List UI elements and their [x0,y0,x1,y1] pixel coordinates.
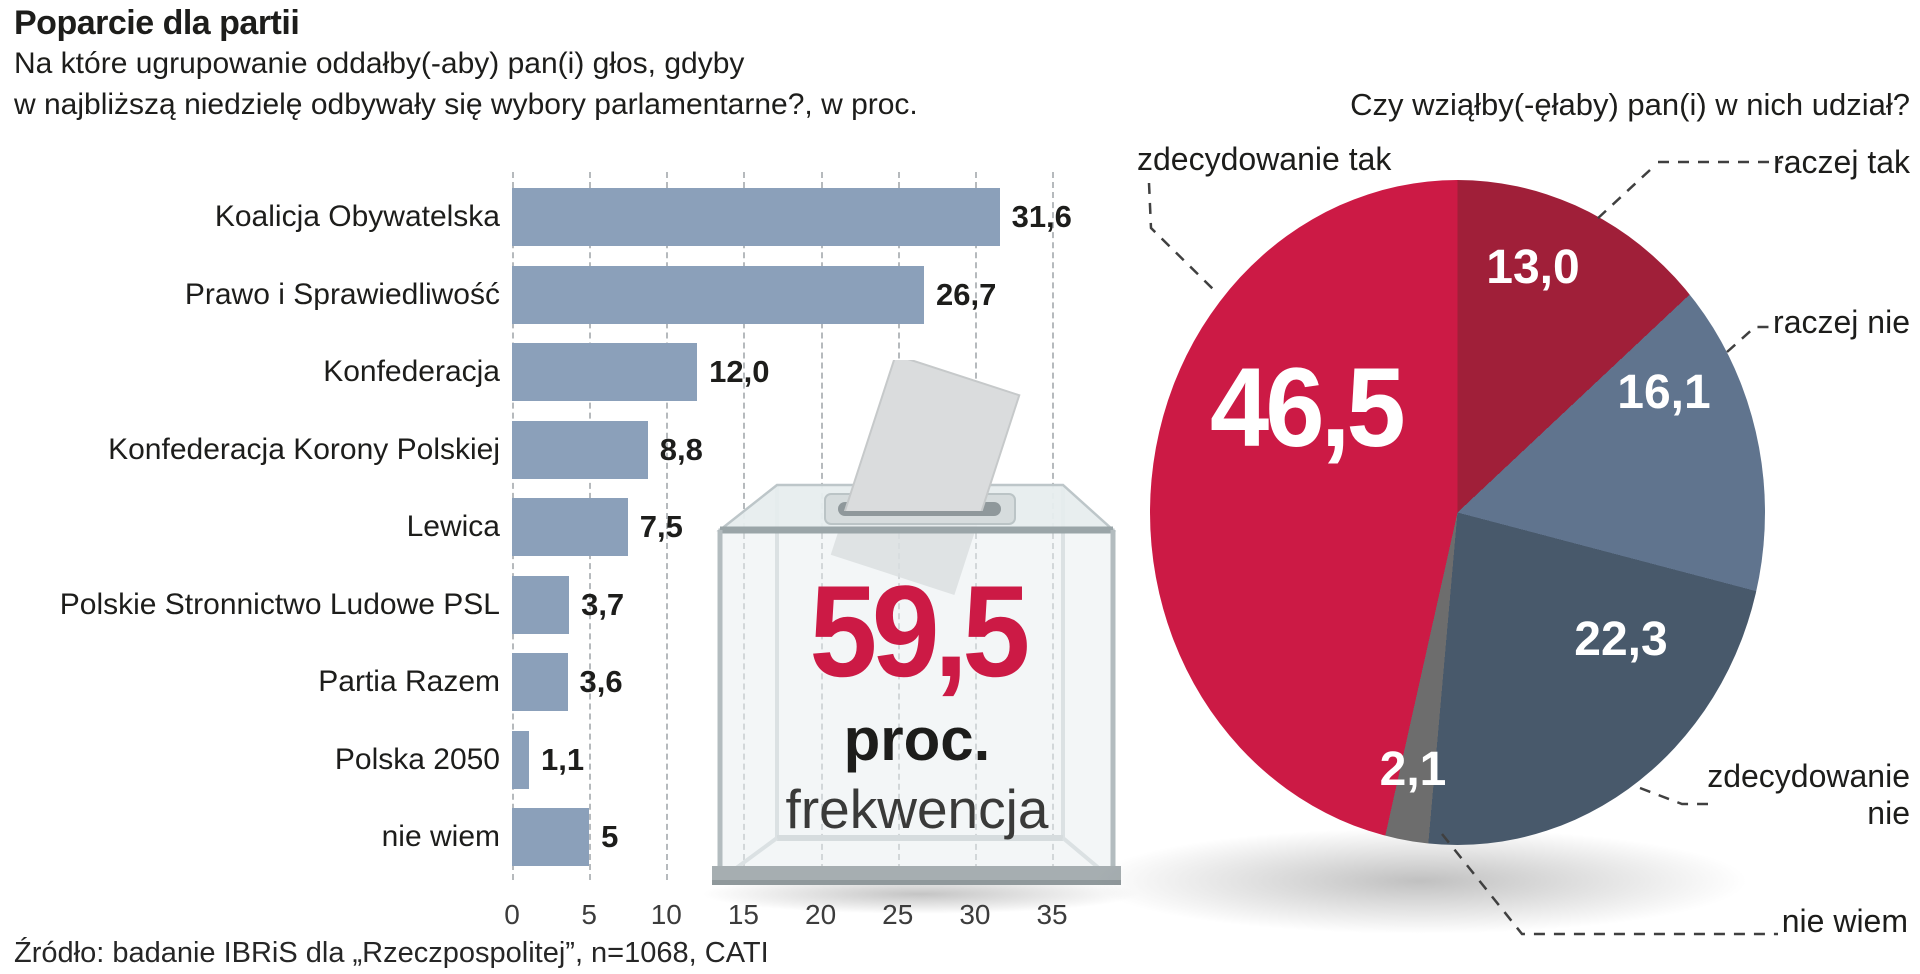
gridline-x10 [666,172,669,880]
page-title: Poparcie dla partii [14,4,300,42]
leader-nie-wiem [1441,833,1778,936]
pie-shadow [1080,826,1760,936]
pie-label-raczej-nie: raczej nie [1773,304,1910,340]
bar-value-3: 8,8 [659,431,703,467]
pie-label-raczej-tak: raczej tak [1773,144,1910,180]
bar-label-6: Partia Razem [318,665,500,698]
pie-value-zdecydowanie-nie: 22,3 [1574,613,1668,666]
bar-value-0: 31,6 [1011,199,1072,234]
bar-label-8: nie wiem [381,820,500,853]
pie-value-zdecydowanie-tak: 46,5 [1210,345,1406,470]
x-tick-15: 15 [727,899,760,930]
leader-zdecydowanie-nie [1639,786,1708,806]
bar-label-3: Konfederacja Korony Polskiej [108,432,500,466]
pie-chart [1150,180,1765,845]
bar-value-7: 1,1 [540,741,585,777]
bar-label-5: Polskie Stronnictwo Ludowe PSL [59,587,500,621]
bar-label-2: Konfederacja [323,355,500,388]
bar-value-8: 5 [601,819,619,854]
bar-label-1: Prawo i Sprawiedliwość [184,277,500,311]
pie-question: Czy wziąłby(-ęłaby) pan(i) w nich udział… [1350,87,1910,122]
ballot-box-icon [712,360,1121,885]
bar-8 [512,808,590,866]
x-tick-20: 20 [805,899,837,930]
turnout-value: 59,5 [809,558,1030,704]
x-tick-30: 30 [959,899,991,930]
bar-2 [512,343,698,401]
pie-value-raczej-nie: 16,1 [1617,366,1711,419]
bar-chart-question-line2: w najbliższą niedzielę odbywały się wybo… [14,88,918,121]
bar-7 [512,730,529,789]
bar-4 [512,498,628,556]
pie-leader-lines [1147,160,1782,936]
x-tick-25: 25 [882,899,914,930]
bar-label-4: Lewica [406,510,500,543]
pie-label-zdecydowanie-tak: zdecydowanie tak [1137,141,1392,177]
bar-chart-question-line1: Na które ugrupowanie oddałby(-aby) pan(i… [14,47,745,80]
bar-label-0: Koalicja Obywatelska [214,200,500,233]
bar-value-6: 3,6 [579,664,623,699]
bar-value-4: 7,5 [639,509,683,544]
leader-raczej-tak-diagonal [1595,169,1651,221]
source-note: Źródło: badanie IBRiS dla „Rzeczpospolit… [14,937,769,969]
bar-value-2: 12,0 [709,354,770,389]
pie-label-zdecydowanie-nie: zdecydowanie nie [1707,758,1910,831]
x-tick-10: 10 [650,899,682,930]
pie-value-nie-wiem: 2,1 [1379,743,1447,796]
turnout-unit: proc. [843,706,991,773]
turnout-caption: frekwencja [785,778,1049,840]
x-tick-35: 35 [1036,899,1068,930]
leader-zdecydowanie-tak [1147,182,1217,293]
bar-1 [512,265,924,324]
bar-value-5: 3,7 [581,586,625,622]
bar-value-1: 26,7 [935,276,997,312]
pie-value-raczej-tak: 13,0 [1486,241,1580,294]
pie-label-nie-wiem: nie wiem [1781,903,1908,939]
bar-3 [512,420,648,479]
bar-5 [512,575,570,634]
x-tick-0: 0 [504,899,520,930]
bar-label-7: Polska 2050 [334,742,500,776]
bar-0 [512,188,1000,246]
leader-raczej-nie [1726,325,1772,353]
bar-chart: 0 5 10 15 20 25 30 35 Koalicja Obywatelska 31,6 Pr… [59,172,1072,930]
bar-6 [512,653,568,711]
x-tick-5: 5 [581,899,597,930]
